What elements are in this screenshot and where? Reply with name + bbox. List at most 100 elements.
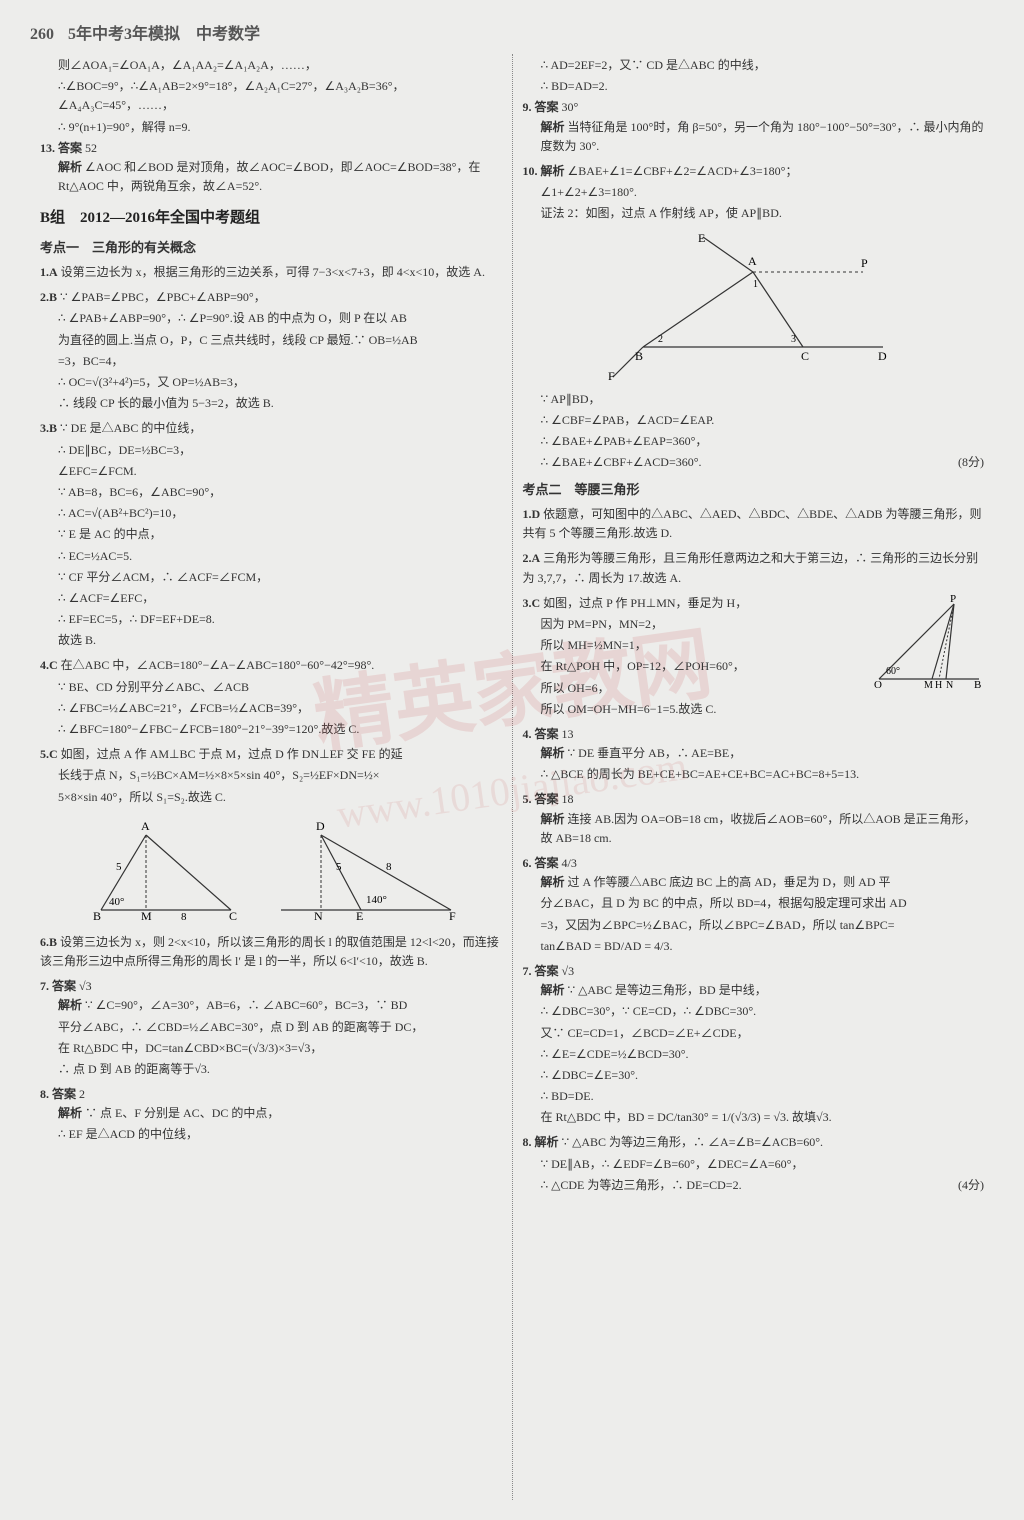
problem-text: 依题意，可知图中的△ABC、△AED、△BDC、△BDE、△ADB 为等腰三角形… <box>523 507 982 540</box>
problem-line: ∵ DE 是△ABC 的中位线， <box>60 421 201 435</box>
problem-line: ∴ BD=DE. <box>523 1087 985 1106</box>
problem-line: ∵ DE∥AB，∴ ∠EDF=∠B=60°，∠DEC=∠A=60°， <box>523 1155 985 1174</box>
problem-r1: 1.D 依题意，可知图中的△ABC、△AED、△BDC、△BDE、△ADB 为等… <box>523 505 985 543</box>
section-b-title: B组 2012—2016年全国中考题组 <box>40 206 502 230</box>
problem-number: 8. <box>523 1135 532 1149</box>
answer-label: 答案 <box>535 964 559 978</box>
problem-line: ∵ E 是 AC 的中点， <box>40 525 502 544</box>
problem-number: 10. <box>523 164 538 178</box>
problem-line: ∵ AB=8，BC=6，∠ABC=90°， <box>40 483 502 502</box>
explain-label: 解析 <box>58 1106 82 1120</box>
problem-line: ∵ BE、CD 分别平分∠ABC、∠ACB <box>40 678 502 697</box>
problem-number: 5.C <box>40 747 58 761</box>
figure-p60: P O M H N B 60° <box>874 594 984 689</box>
left-column: 则∠AOA₁=∠OA₁A，∠A₁AA₂=∠A₁A₂A，……， ∴∠BOC=9°，… <box>30 54 513 1500</box>
problem-number: 1.D <box>523 507 541 521</box>
answer-value: 4/3 <box>562 856 577 870</box>
problem-line: 所以 OM=OH−MH=6−1=5.故选 C. <box>523 700 985 719</box>
svg-text:60°: 60° <box>886 666 900 677</box>
problem-line: ∴ EF=EC=5，∴ DF=EF+DE=8. <box>40 610 502 629</box>
problem-line: ∴ ∠PAB+∠ABP=90°，∴ ∠P=90°.设 AB 的中点为 O，则 P… <box>40 309 502 328</box>
page-number: 260 <box>30 26 54 44</box>
answer-value: 2 <box>79 1087 85 1101</box>
svg-text:8: 8 <box>386 861 392 873</box>
explain-label: 解析 <box>541 983 565 997</box>
explain-label: 解析 <box>541 164 565 178</box>
svg-text:A: A <box>748 254 757 268</box>
cont-line: ∴ BD=AD=2. <box>523 77 985 96</box>
svg-text:40°: 40° <box>109 896 124 908</box>
svg-text:8: 8 <box>181 911 187 923</box>
problem-line: ∴ ∠DBC=∠E=30°. <box>523 1066 985 1085</box>
svg-text:140°: 140° <box>366 894 387 906</box>
answer-value: 30° <box>562 100 579 114</box>
problem-line: ∴ ∠DBC=30°，∵ CE=CD，∴ ∠DBC=30°. <box>523 1002 985 1021</box>
problem-line: ∴ ∠E=∠CDE=½∠BCD=30°. <box>523 1045 985 1064</box>
problem-line: ∠1+∠2+∠3=180°. <box>523 183 985 202</box>
problem-line: 在 Rt△BDC 中，BD = DC/tan30° = 1/(√3/3) = √… <box>523 1108 985 1127</box>
svg-text:D: D <box>878 349 887 363</box>
problem-number: 1.A <box>40 265 58 279</box>
svg-text:F: F <box>608 369 615 382</box>
problem-line: ∵ ∠PAB=∠PBC，∠PBC+∠ABP=90°， <box>60 290 266 304</box>
svg-text:E: E <box>356 909 363 923</box>
problem-line: 过 A 作等腰△ABC 底边 BC 上的高 AD，垂足为 D，则 AD 平 <box>568 875 891 889</box>
answer-label: 答案 <box>52 979 76 993</box>
answer-value: √3 <box>79 979 92 993</box>
problem-r7: 7. 答案 √3 解析 ∵ △ABC 是等边三角形，BD 是中线， ∴ ∠DBC… <box>523 962 985 1128</box>
explain-text: 当特征角是 100°时，角 β=50°，另一个角为 180°−100°−50°=… <box>541 120 984 153</box>
problem-number: 6. <box>523 856 532 870</box>
problem-line: 在 Rt△BDC 中，DC=tan∠CBD×BC=(√3/3)×3=√3， <box>40 1039 502 1058</box>
proof-line: ∵ AP∥BD， <box>523 390 985 409</box>
answer-value: √3 <box>562 964 575 978</box>
proof-line: ∴ ∠BAE+∠PAB+∠EAP=360°， <box>523 432 985 451</box>
right-column: ∴ AD=2EF=2，又∵ CD 是△ABC 的中线， ∴ BD=AD=2. 9… <box>513 54 995 1500</box>
problem-line: 又∵ CE=CD=1，∠BCD=∠E+∠CDE， <box>523 1024 985 1043</box>
problem-line: ∴ △CDE 为等边三角形，∴ DE=CD=2. <box>541 1178 742 1192</box>
svg-text:2: 2 <box>658 334 663 345</box>
explain-label: 解析 <box>541 875 565 889</box>
intro-line: 则∠AOA₁=∠OA₁A，∠A₁AA₂=∠A₁A₂A，……， <box>58 56 502 75</box>
problem-text: 设第三边长为 x，则 2<x<10，所以该三角形的周长 l 的取值范围是 12<… <box>40 935 499 968</box>
problem-number: 2.B <box>40 290 57 304</box>
problem-line: ∵ ∠C=90°，∠A=30°，AB=6，∴ ∠ABC=60°，BC=3，∵ B… <box>85 998 407 1012</box>
figure-triangles: A B C M 40° 5 8 D E F N 140° 5 8 <box>81 815 461 925</box>
problem-line: 故选 B. <box>40 631 502 650</box>
answer-label: 答案 <box>58 141 82 155</box>
problem-line: 长线于点 N，S₁=½BC×AM=½×8×5×sin 40°，S₂=½EF×DN… <box>40 766 502 785</box>
problem-4: 4.C 在△ABC 中，∠ACB=180°−∠A−∠ABC=180°−60°−4… <box>40 656 502 739</box>
kaodian-2: 考点二 等腰三角形 <box>523 480 985 501</box>
problem-number: 4.C <box>40 658 58 672</box>
intro-line: ∴ 9°(n+1)=90°，解得 n=9. <box>58 118 502 137</box>
svg-text:C: C <box>229 909 237 923</box>
problem-line: ∴ ∠ACF=∠EFC， <box>40 589 502 608</box>
problem-line: 分∠BAC，且 D 为 BC 的中点，所以 BD=4，根据勾股定理可求出 AD <box>523 894 985 913</box>
score: (4分) <box>958 1176 984 1195</box>
proof-line: ∴ ∠CBF=∠PAB，∠ACD=∠EAP. <box>523 411 985 430</box>
problem-line: =3，BC=4， <box>40 352 502 371</box>
answer-label: 答案 <box>535 100 559 114</box>
problem-3: 3.B ∵ DE 是△ABC 的中位线， ∴ DE∥BC，DE=½BC=3， ∠… <box>40 419 502 650</box>
problem-line: ∵ 点 E、F 分别是 AC、DC 的中点， <box>85 1106 279 1120</box>
svg-text:N: N <box>314 909 323 923</box>
problem-line: ∵ DE 垂直平分 AB，∴ AE=BE， <box>568 746 742 760</box>
answer-label: 答案 <box>535 856 559 870</box>
problem-1: 1.A 设第三边长为 x，根据三角形的三边关系，可得 7−3<x<7+3，即 4… <box>40 263 502 282</box>
problem-line: =3，又因为∠BPC=½∠BAC，所以∠BPC=∠BAD，所以 tan∠BPC= <box>523 916 985 935</box>
problem-r5: 5. 答案 18 解析 连接 AB.因为 OA=OB=18 cm，收拢后∠AOB… <box>523 790 985 848</box>
problem-8: 8. 答案 2 解析 ∵ 点 E、F 分别是 AC、DC 的中点， ∴ EF 是… <box>40 1085 502 1145</box>
svg-text:5: 5 <box>336 861 342 873</box>
problem-line: tan∠BAD = BD/AD = 4/3. <box>523 937 985 956</box>
explain-label: 解析 <box>541 812 565 826</box>
problem-2: 2.B ∵ ∠PAB=∠PBC，∠PBC+∠ABP=90°， ∴ ∠PAB+∠A… <box>40 288 502 413</box>
problem-number: 7. <box>40 979 49 993</box>
svg-text:O: O <box>874 679 882 689</box>
svg-text:M: M <box>141 909 152 923</box>
problem-line: ∴ ∠BFC=180°−∠FBC−∠FCB=180°−21°−39°=120°.… <box>40 720 502 739</box>
problem-line: ∵ CF 平分∠ACM，∴ ∠ACF=∠FCM， <box>40 568 502 587</box>
problem-number: 13. <box>40 141 55 155</box>
problem-line: ∴ ∠FBC=½∠ABC=21°，∠FCB=½∠ACB=39°， <box>40 699 502 718</box>
problem-7: 7. 答案 √3 解析 ∵ ∠C=90°，∠A=30°，AB=6，∴ ∠ABC=… <box>40 977 502 1079</box>
problem-line: ∴ DE∥BC，DE=½BC=3， <box>40 441 502 460</box>
score: (8分) <box>958 453 984 472</box>
